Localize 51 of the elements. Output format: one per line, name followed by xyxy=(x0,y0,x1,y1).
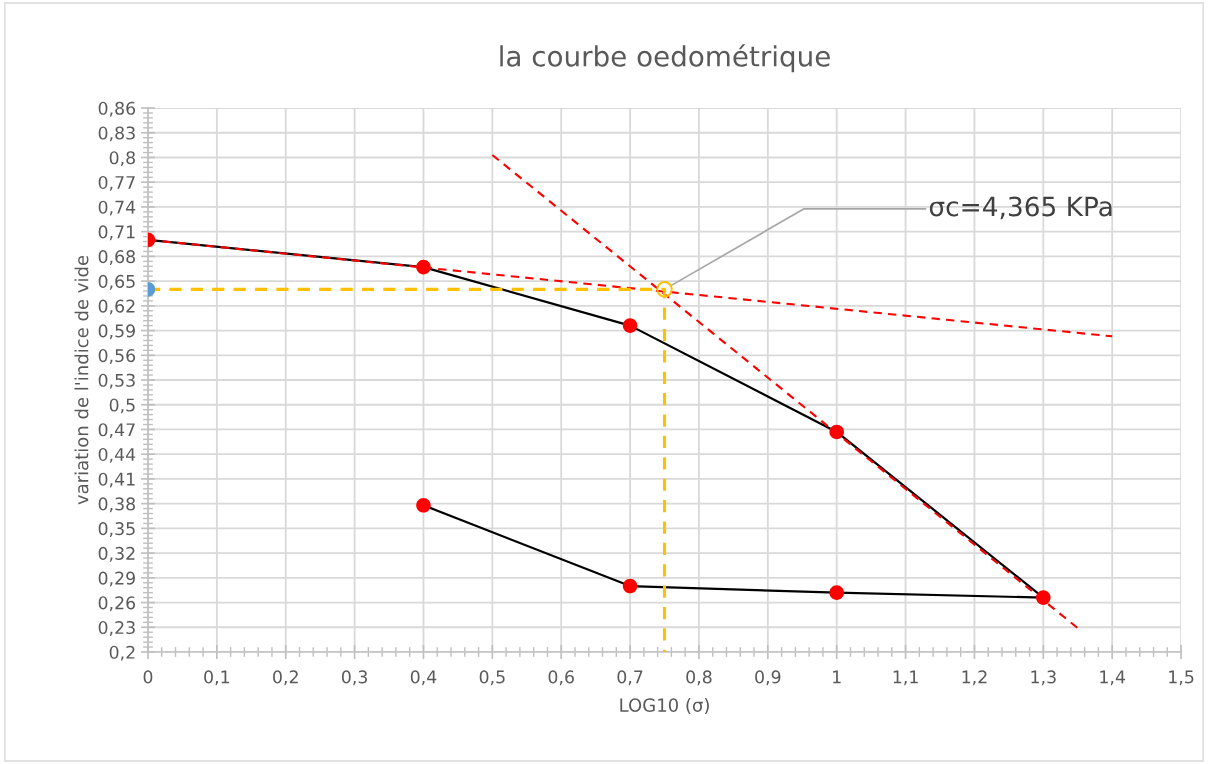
x-tick-label: 0 xyxy=(143,670,153,684)
y-tick-label: 0,83 xyxy=(98,126,135,142)
x-tick-label: 0,6 xyxy=(548,670,574,686)
x-tick-label: 1,4 xyxy=(1100,670,1126,686)
x-tick-label: 0,7 xyxy=(617,670,643,686)
y-tick-label: 0,59 xyxy=(98,324,135,340)
y-tick-label: 0,38 xyxy=(98,497,135,513)
y-tick-label: 0,32 xyxy=(98,546,135,562)
point xyxy=(622,578,638,594)
x-tick-label: 0,3 xyxy=(341,670,368,686)
y-tick-label: 0,71 xyxy=(98,225,135,241)
chart-title: la courbe oedométrique xyxy=(500,44,830,73)
x-tick-label: 1 xyxy=(833,670,841,684)
y-axis-title: variation de l'indice de vide xyxy=(74,255,89,505)
y-tick-label: 0,65 xyxy=(98,274,135,290)
y-tick-label: 0,8 xyxy=(109,151,135,167)
point xyxy=(1036,590,1051,605)
y-tick-label: 0,68 xyxy=(98,250,135,265)
point xyxy=(656,281,673,298)
x-tick-label: 1,1 xyxy=(893,670,918,686)
y-tick-label: 0,86 xyxy=(98,101,136,117)
x-tick-label: 0,4 xyxy=(410,670,437,686)
point xyxy=(416,498,431,513)
x-axis-title: LOG10 (σ) xyxy=(620,697,709,715)
x-tick-label: 1,3 xyxy=(1031,670,1056,686)
y-tick-label: 0,23 xyxy=(98,620,135,636)
y-tick-label: 0,41 xyxy=(98,472,135,488)
y-tick-label: 0,26 xyxy=(98,596,136,612)
y-tick-label: 0,44 xyxy=(98,447,136,463)
y-tick-label: 0,47 xyxy=(98,423,135,439)
x-tick-label: 1,5 xyxy=(1169,670,1194,686)
y-tick-label: 0,35 xyxy=(98,522,135,537)
y-tick-label: 0,77 xyxy=(98,175,135,191)
point xyxy=(829,585,844,600)
y-tick-label: 0,56 xyxy=(98,349,136,364)
x-tick-label: 0,8 xyxy=(686,670,712,686)
annotation: σc=4,365 KPa xyxy=(929,196,1112,220)
y-tick-label: 0,53 xyxy=(98,373,135,389)
point xyxy=(622,318,638,333)
y-tick-label: 0,2 xyxy=(109,645,135,661)
x-tick-label: 0,5 xyxy=(479,670,505,686)
y-tick-label: 0,29 xyxy=(98,571,135,587)
x-tick-label: 0,1 xyxy=(204,670,230,686)
y-tick-label: 0,74 xyxy=(98,200,136,216)
x-tick-label: 0,2 xyxy=(273,670,298,686)
point xyxy=(829,424,844,440)
y-tick-label: 0,5 xyxy=(109,398,135,414)
x-tick-label: 1,2 xyxy=(962,670,987,686)
point xyxy=(416,259,431,275)
x-tick-label: 0,9 xyxy=(755,670,781,686)
y-tick-label: 0,62 xyxy=(98,299,135,315)
